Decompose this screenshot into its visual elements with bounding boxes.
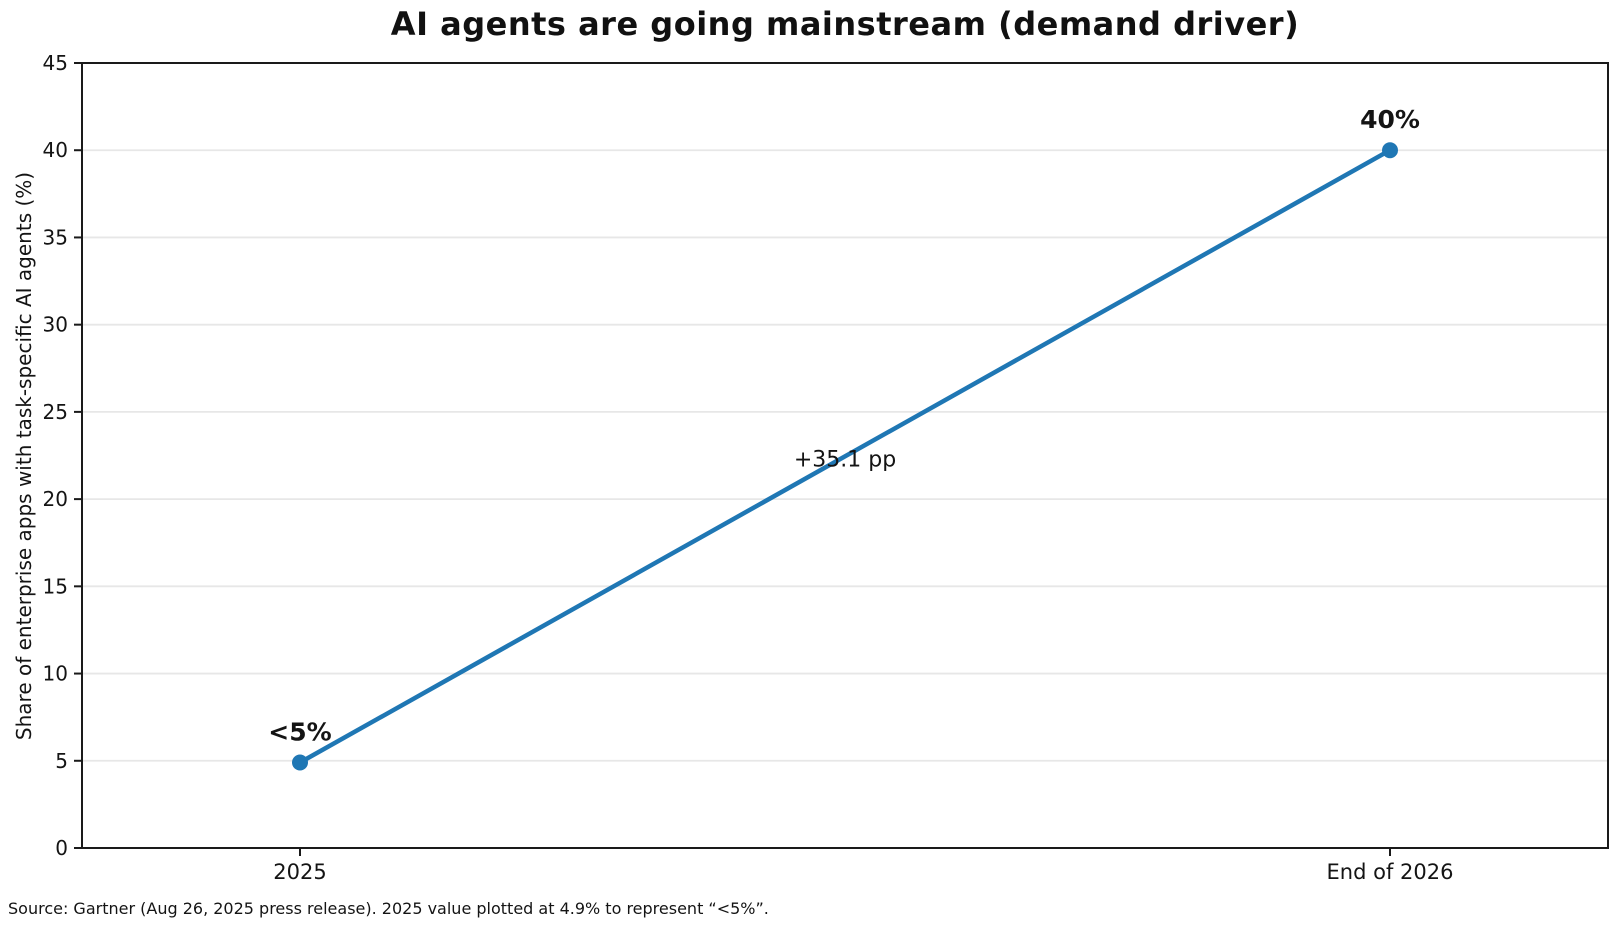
data-point bbox=[1382, 142, 1398, 159]
delta-annotation: +35.1 pp bbox=[794, 447, 896, 472]
data-point bbox=[292, 754, 308, 771]
y-tick-label: 35 bbox=[43, 225, 68, 249]
y-tick-label: 20 bbox=[43, 487, 68, 511]
y-tick-label: 10 bbox=[43, 662, 68, 686]
y-tick-label: 30 bbox=[43, 313, 68, 337]
point-label: <5% bbox=[268, 718, 331, 747]
x-tick-label: End of 2026 bbox=[1327, 860, 1454, 884]
source-note: Source: Gartner (Aug 26, 2025 press rele… bbox=[8, 899, 769, 918]
y-tick-label: 5 bbox=[55, 749, 68, 773]
y-tick-label: 15 bbox=[43, 574, 68, 598]
chart-title: AI agents are going mainstream (demand d… bbox=[390, 5, 1300, 43]
x-tick-label: 2025 bbox=[273, 860, 326, 884]
data-line bbox=[297, 147, 1393, 765]
y-tick-label: 0 bbox=[55, 836, 68, 860]
y-axis-label: Share of enterprise apps with task-speci… bbox=[12, 171, 36, 741]
y-tick-label: 40 bbox=[43, 138, 68, 162]
y-tick-label: 45 bbox=[43, 51, 68, 75]
point-label: 40% bbox=[1360, 105, 1420, 134]
y-tick-label: 25 bbox=[43, 400, 68, 424]
plot-border bbox=[81, 62, 1609, 849]
